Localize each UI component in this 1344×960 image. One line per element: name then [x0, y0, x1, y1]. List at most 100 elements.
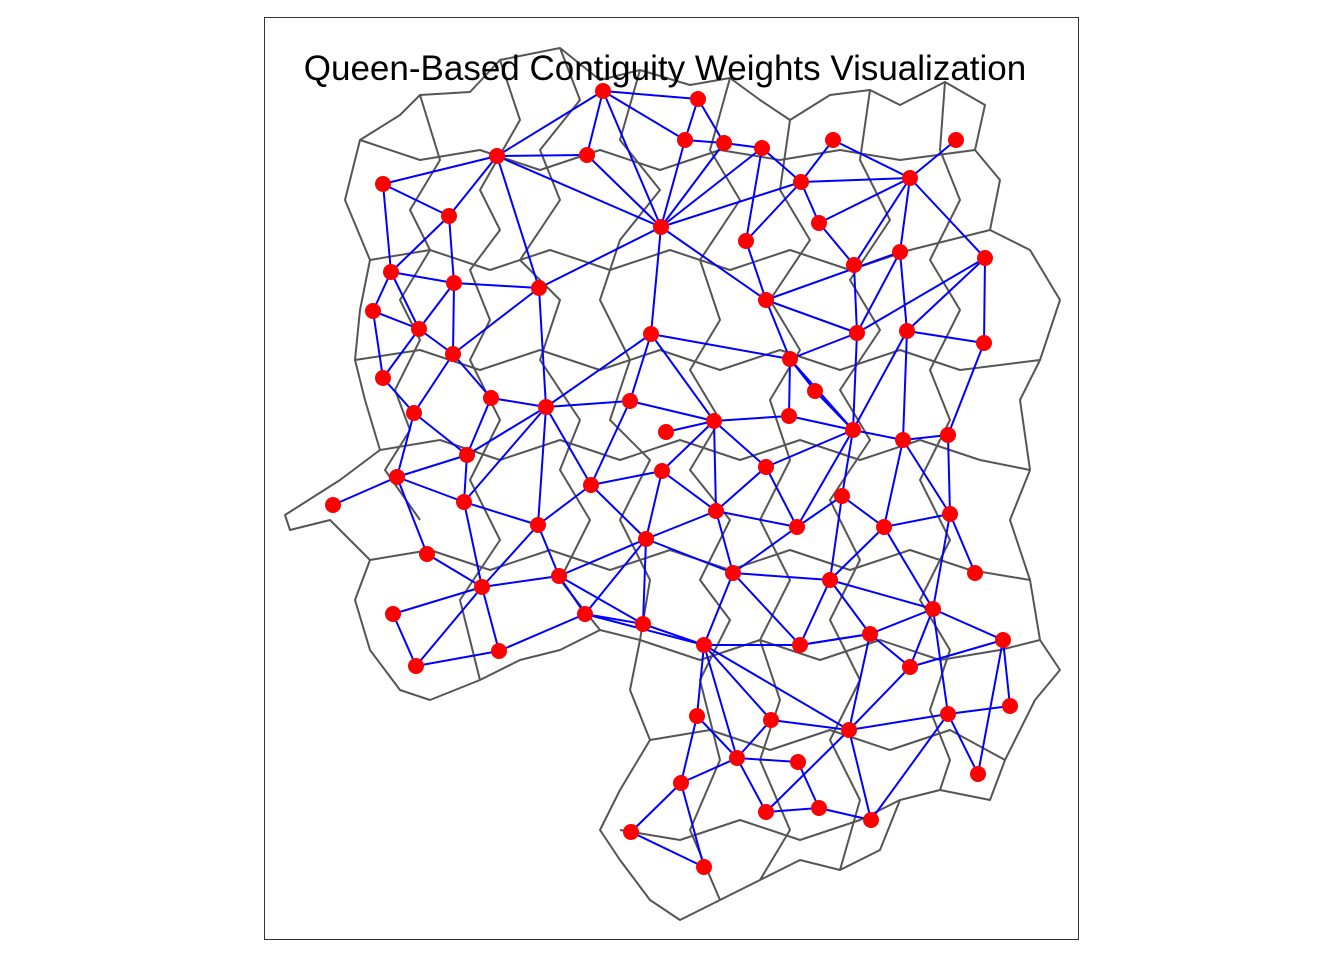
contiguity-link	[390, 215, 450, 273]
contiguity-link	[496, 155, 662, 228]
contiguity-link	[590, 400, 631, 486]
region-centroid-node	[483, 390, 499, 406]
contiguity-link	[977, 639, 1004, 775]
region-centroid-node	[577, 606, 593, 622]
contiguity-link	[906, 330, 985, 344]
contiguity-link	[650, 333, 715, 422]
internal-boundary	[639, 639, 1041, 661]
internal-boundary	[829, 89, 891, 871]
region-centroid-node	[643, 326, 659, 342]
contiguity-link	[715, 510, 734, 574]
region-centroid-node	[489, 148, 505, 164]
contiguity-link	[466, 397, 492, 456]
contiguity-link	[660, 139, 686, 228]
contiguity-link	[818, 807, 872, 821]
contiguity-link	[703, 644, 738, 759]
contiguity-link	[869, 608, 934, 635]
contiguity-link	[630, 782, 682, 833]
region-centroid-node	[822, 572, 838, 588]
contiguity-link	[665, 420, 715, 433]
contiguity-link	[390, 271, 420, 330]
region-centroid-node	[654, 463, 670, 479]
contiguity-link	[466, 406, 547, 456]
contiguity-link	[372, 310, 384, 379]
contiguity-link	[732, 572, 831, 581]
region-centroid-node	[658, 424, 674, 440]
region-centroid-node	[677, 132, 693, 148]
contiguity-link	[853, 264, 858, 334]
contiguity-link	[883, 526, 934, 610]
contiguity-link	[765, 299, 791, 360]
contiguity-link	[590, 470, 663, 486]
contiguity-link	[545, 400, 631, 408]
contiguity-link	[452, 287, 540, 355]
internal-boundary	[369, 549, 1031, 581]
region-centroid-node	[690, 91, 706, 107]
region-centroid-node	[834, 488, 850, 504]
contiguity-link	[645, 470, 663, 540]
contiguity-link	[765, 251, 901, 301]
region-centroid-node	[725, 565, 741, 581]
contiguity-link	[537, 406, 547, 526]
contiguity-link	[761, 147, 802, 183]
region-centroid-node	[948, 132, 964, 148]
region-centroid-node	[793, 174, 809, 190]
contiguity-link	[848, 666, 911, 731]
region-centroid-node	[491, 643, 507, 659]
contiguity-link	[765, 466, 798, 528]
contiguity-link	[396, 476, 465, 503]
region-centroid-node	[530, 517, 546, 533]
contiguity-link	[537, 524, 560, 577]
contiguity-link	[602, 90, 662, 228]
contiguity-link	[448, 155, 498, 217]
region-centroid-node	[383, 264, 399, 280]
contiguity-link	[829, 495, 843, 581]
region-centroid-node	[807, 383, 823, 399]
internal-boundary	[649, 729, 1006, 761]
region-centroid-node	[782, 351, 798, 367]
contiguity-link	[426, 553, 483, 588]
region-centroid-node	[738, 233, 754, 249]
contiguity-link	[452, 353, 492, 399]
region-centroid-node	[583, 477, 599, 493]
contiguity-link	[870, 713, 949, 821]
contiguity-link	[853, 177, 911, 266]
region-centroid-node	[863, 812, 879, 828]
contiguity-link	[537, 484, 592, 526]
contiguity-link	[481, 575, 560, 588]
contiguity-link	[496, 90, 604, 157]
contiguity-link	[947, 713, 979, 775]
contiguity-link	[788, 415, 854, 431]
region-centroid-node	[696, 859, 712, 875]
region-centroid-node	[825, 132, 841, 148]
region-centroid-node	[792, 637, 808, 653]
region-centroid-node	[758, 804, 774, 820]
contiguity-link	[788, 358, 791, 417]
region-centroid-node	[902, 659, 918, 675]
contiguity-link	[732, 526, 798, 574]
contiguity-link	[736, 757, 799, 763]
contiguity-link	[496, 154, 588, 157]
contiguity-link	[452, 282, 455, 355]
region-centroid-node	[446, 275, 462, 291]
contiguity-link	[448, 215, 455, 284]
region-centroid-node	[942, 506, 958, 522]
region-centroid-node	[811, 800, 827, 816]
internal-boundary	[459, 59, 521, 681]
contiguity-link	[382, 328, 420, 379]
contiguity-link	[680, 757, 738, 784]
contiguity-link	[902, 330, 908, 441]
contiguity-link	[841, 429, 854, 497]
contiguity-link	[392, 613, 417, 667]
internal-boundary	[379, 439, 1031, 471]
region-centroid-node	[531, 280, 547, 296]
contiguity-link	[829, 579, 934, 610]
contiguity-link	[396, 412, 415, 478]
contiguity-link	[715, 510, 798, 528]
contiguity-link	[413, 412, 468, 456]
contiguity-link	[789, 332, 858, 360]
region-centroid-node	[811, 215, 827, 231]
region-centroid-node	[763, 712, 779, 728]
contiguity-link	[660, 226, 767, 301]
contiguity-link	[902, 439, 951, 515]
